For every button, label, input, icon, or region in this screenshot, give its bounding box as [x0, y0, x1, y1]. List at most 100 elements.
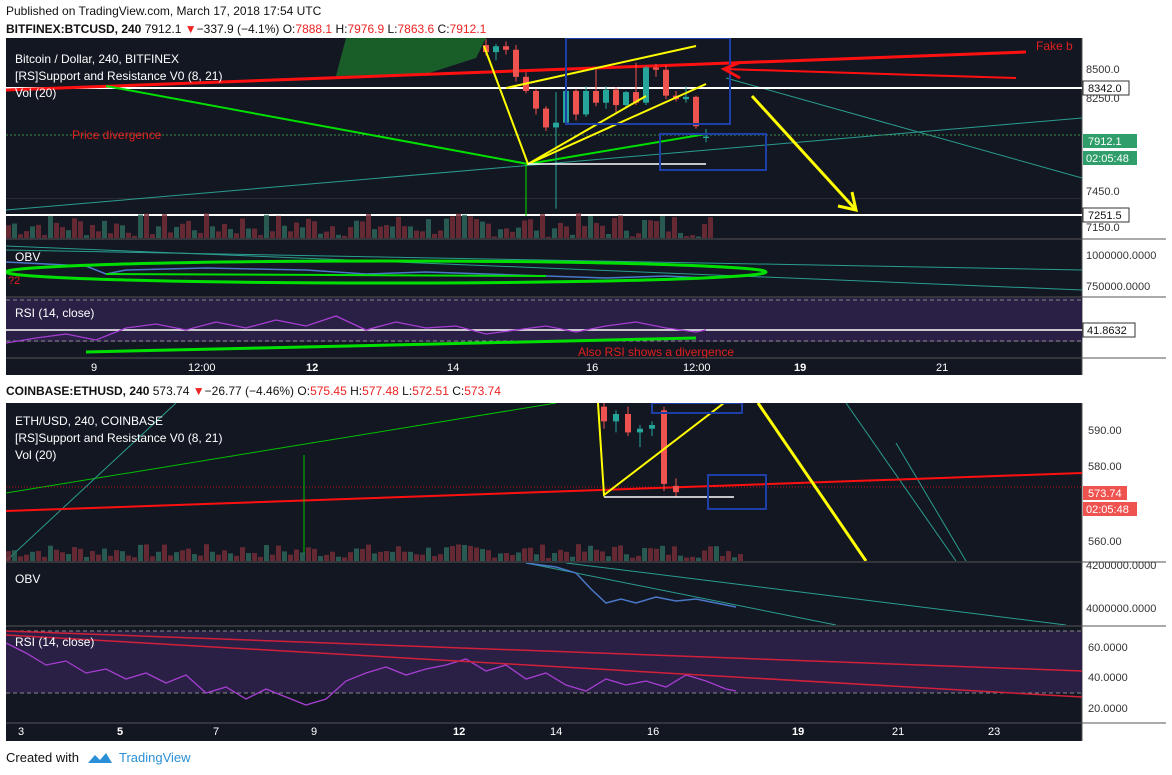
btc-volume-bar — [336, 234, 341, 238]
btc-volume-bar — [672, 217, 677, 238]
tradingview-link[interactable]: TradingView — [118, 750, 191, 765]
eth-volume-bar — [420, 554, 425, 561]
eth-rsi-pane — [6, 630, 1082, 706]
btc-volume-bar — [576, 213, 581, 238]
eth-candles — [601, 403, 679, 497]
btc-volume-bar — [126, 232, 131, 238]
eth-volume-bar — [444, 547, 449, 561]
eth-volume-bar — [534, 554, 539, 561]
eth-price-tick: 590.00 — [1088, 425, 1122, 437]
btc-candle-body — [533, 90, 539, 109]
btc-rsi-badge — [1082, 322, 1136, 338]
eth-volume-bar — [360, 548, 365, 561]
btc-ticker-line: BITFINEX:BTCUSD, 240 7912.1 ▼−337.9 (−4.… — [6, 22, 486, 36]
btc-volume-bar — [582, 226, 587, 238]
btc-last-badge — [1083, 134, 1137, 148]
eth-rsi-label: RSI (14, close) — [15, 635, 94, 649]
eth-volume-bar — [78, 548, 83, 561]
eth-volume-bar — [240, 547, 245, 561]
eth-volume-bar — [552, 552, 557, 561]
btc-volume-bar — [288, 231, 293, 238]
btc-volume-bar — [702, 224, 707, 238]
eth-countdown-text: 02:05:48 — [1086, 504, 1129, 516]
eth-volume-bar — [66, 554, 71, 561]
eth-volume-bar — [108, 555, 113, 561]
eth-volume-bar — [228, 553, 233, 561]
btc-volume-bar — [444, 218, 449, 238]
btc-volume-bar — [282, 225, 287, 238]
eth-time-tick: 5 — [117, 726, 123, 738]
btc-l-label: L: — [387, 22, 398, 36]
btc-main-pane: Price divergence Fake b — [6, 38, 1082, 238]
btc-level-low-badge — [1082, 207, 1130, 223]
btc-volume-bar — [432, 233, 437, 238]
btc-volume-bar — [612, 217, 617, 238]
btc-volume-bar — [474, 219, 479, 238]
eth-time-tick: 7 — [213, 726, 219, 738]
btc-volume-bar — [414, 230, 419, 238]
btc-volume-bar — [408, 226, 413, 238]
btc-volume-bar — [600, 225, 605, 238]
btc-chart[interactable]: Price divergence Fake b Bitcoin / Dollar… — [6, 38, 1166, 375]
btc-volume-bar — [18, 234, 23, 238]
btc-volume-bar — [426, 219, 431, 238]
eth-volume-bar — [234, 555, 239, 561]
btc-time-tick: 16 — [586, 362, 598, 374]
footer: Created with TradingView — [6, 750, 191, 765]
created-with-label: Created with — [6, 750, 79, 765]
eth-volume-bar — [168, 555, 173, 561]
eth-volume-bar — [618, 545, 623, 561]
eth-rsi-line — [6, 642, 737, 706]
eth-volume-bar — [294, 549, 299, 561]
eth-volume-bar — [636, 555, 641, 561]
btc-volume-bar — [6, 225, 11, 238]
eth-price-tick: 560.00 — [1088, 536, 1122, 548]
btc-time-tick: 12:00 — [683, 362, 711, 374]
btc-symbol: BITFINEX:BTCUSD, 240 — [6, 22, 142, 36]
btc-obv-tick: 750000.0000 — [1086, 281, 1150, 293]
eth-volume-bar — [72, 547, 77, 561]
eth-volume-bar — [630, 557, 635, 561]
btc-time-tick: 21 — [936, 362, 948, 374]
btc-volume-bar — [708, 217, 713, 238]
btc-green-divergence-line — [105, 85, 529, 165]
eth-volume-bar — [402, 551, 407, 561]
btc-volume-bar — [366, 214, 371, 238]
eth-volume-bar — [642, 548, 647, 561]
btc-candle-body — [503, 46, 509, 50]
btc-volume-bar — [396, 216, 401, 238]
eth-volume-bar — [252, 553, 257, 561]
eth-volume-bar — [390, 551, 395, 561]
btc-candle-body — [553, 122, 559, 128]
eth-chart[interactable]: ETH/USD, 240, COINBASE [RS]Support and R… — [6, 403, 1166, 741]
btc-volume-bar — [402, 226, 407, 238]
btc-volume-bar — [654, 221, 659, 238]
btc-candle-body — [543, 108, 549, 128]
btc-volume-bar — [384, 225, 389, 238]
eth-time-tick: 9 — [311, 726, 317, 738]
btc-volume-bar — [258, 235, 263, 238]
btc-o-label: O: — [282, 22, 296, 36]
down-arrow-icon: ▼ — [192, 384, 205, 398]
eth-volume-bar — [114, 550, 119, 561]
btc-volume-bar — [522, 220, 527, 238]
eth-volume-bar — [126, 555, 131, 561]
btc-volume-bar — [90, 225, 95, 238]
eth-closing: 573.74 — [464, 384, 501, 398]
eth-volume-bar — [432, 556, 437, 561]
btc-level-low-text: 7251.5 — [1088, 210, 1122, 222]
btc-volume-bar — [108, 233, 113, 238]
btc-volume-bar — [186, 220, 191, 238]
eth-last-text: 573.74 — [1088, 488, 1122, 500]
btc-volume-bar — [120, 225, 125, 238]
btc-level-high-badge — [1082, 80, 1130, 96]
eth-volume-bar — [510, 554, 515, 561]
btc-volume-bar — [60, 227, 65, 238]
btc-volume-bar — [222, 223, 227, 238]
btc-volume-bar — [138, 214, 143, 238]
btc-price-tick: 7450.0 — [1086, 186, 1120, 198]
btc-candle-body — [573, 90, 579, 115]
eth-volume-bar — [384, 551, 389, 561]
btc-volume-bar — [420, 231, 425, 238]
btc-obv-label: OBV — [15, 250, 40, 264]
